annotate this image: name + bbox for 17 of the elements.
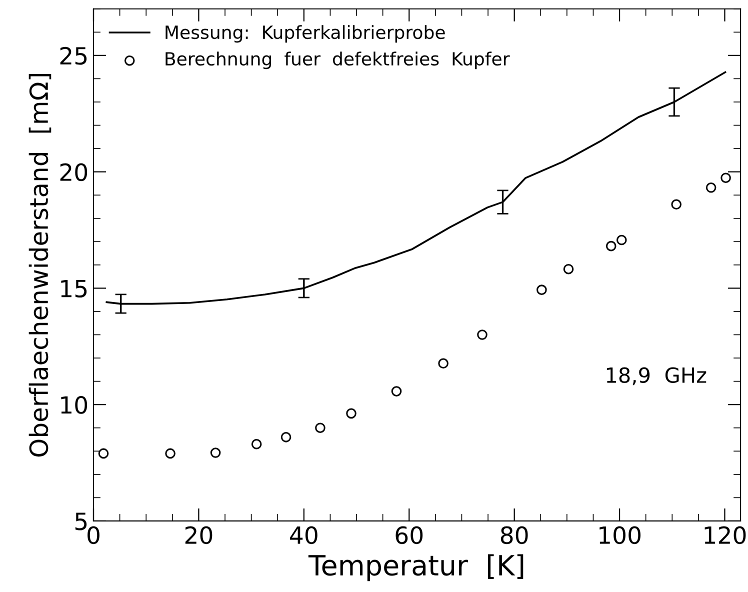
annotation: 18,9 GHz bbox=[606, 367, 706, 386]
x-tick-label: 40 bbox=[290, 526, 318, 544]
legend-label: Messung: Kupferkalibrierprobe bbox=[166, 25, 445, 43]
x-tick-label: 120 bbox=[704, 526, 746, 544]
y-tick-label: 15 bbox=[61, 280, 87, 298]
x-tick-label: 80 bbox=[500, 526, 528, 544]
x-tick-label: 0 bbox=[88, 526, 100, 544]
y-tick-label: 10 bbox=[61, 396, 88, 414]
x-tick-label: 100 bbox=[600, 526, 640, 544]
x-axis-title: Temperatur [K] bbox=[308, 554, 524, 582]
x-tick-label: 20 bbox=[185, 526, 212, 544]
legend-label: Berechnung fuer defektfreies Kupfer bbox=[166, 52, 510, 70]
y-tick-label: 20 bbox=[60, 163, 88, 182]
y-axis-title: Oberflaechenwiderstand [mΩ] bbox=[28, 74, 52, 457]
y-tick-label: 5 bbox=[75, 512, 87, 530]
y-tick-label: 25 bbox=[60, 46, 87, 65]
x-tick-label: 60 bbox=[396, 526, 423, 544]
